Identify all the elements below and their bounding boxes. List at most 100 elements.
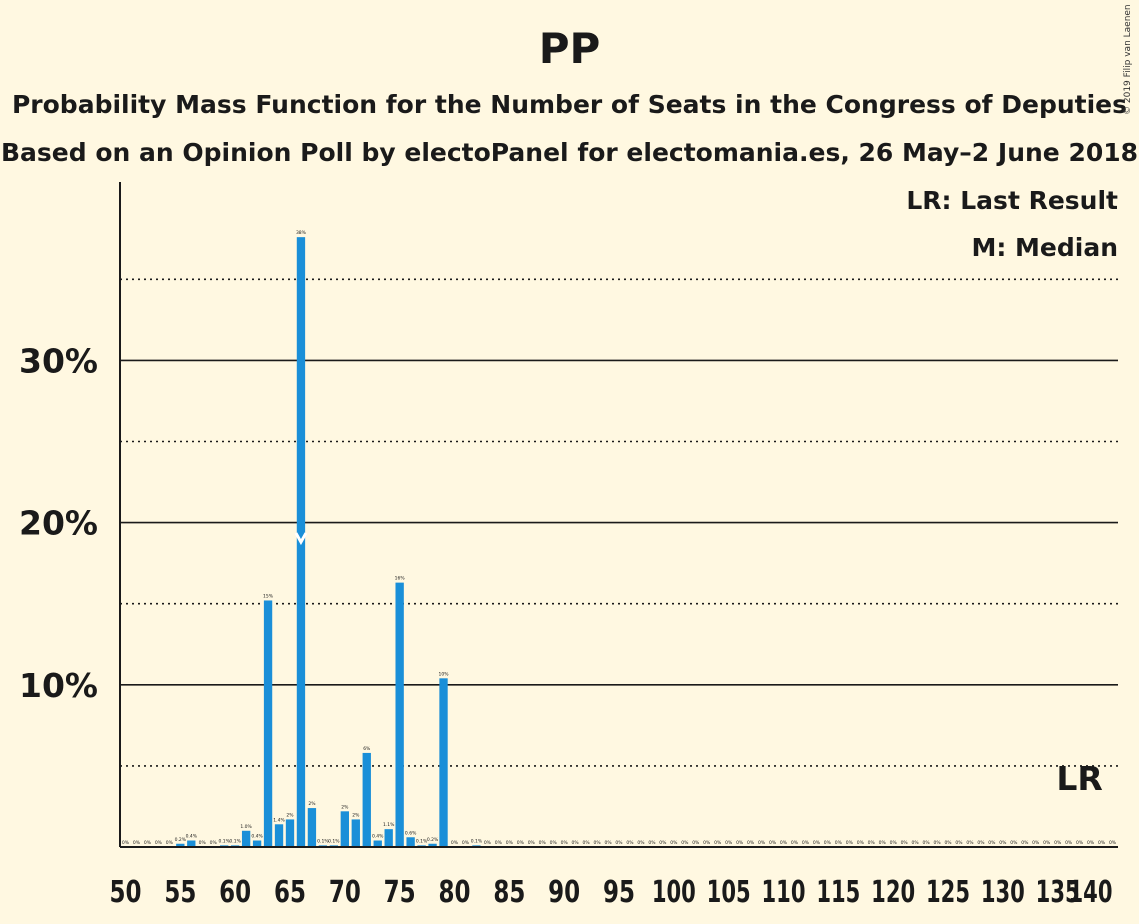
bar-value-label: 0% — [791, 840, 799, 846]
bar-value-label: 0% — [955, 840, 963, 846]
bar-value-label: 0% — [1109, 840, 1117, 846]
x-tick-label: 95 — [603, 875, 635, 910]
bar-value-label: 0.1% — [471, 838, 483, 844]
x-tick-label: 100 — [652, 875, 696, 910]
bar — [406, 837, 415, 847]
bar — [187, 840, 196, 847]
bar-value-label: 0% — [1076, 840, 1084, 846]
bar-value-label: 0.4% — [372, 834, 384, 840]
legend-median: M: Median — [971, 233, 1118, 262]
bar-value-label: 0% — [999, 840, 1007, 846]
chart-title: PP — [538, 24, 601, 73]
bar — [176, 843, 185, 847]
bar-value-label: 38% — [296, 230, 307, 236]
bar-value-label: 0% — [824, 840, 832, 846]
x-tick-label: 90 — [548, 875, 580, 910]
x-tick-label: 115 — [816, 875, 860, 910]
bar-value-label: 0% — [506, 840, 514, 846]
bar-value-label: 0% — [901, 840, 909, 846]
bar-value-label: 0% — [923, 840, 931, 846]
bar-value-label: 0% — [681, 840, 689, 846]
bar-value-label: 2% — [352, 812, 360, 818]
bar-value-label: 0% — [484, 840, 492, 846]
bar-value-label: 0% — [1021, 840, 1029, 846]
bar-value-label: 0% — [604, 840, 612, 846]
bar-value-label: 0% — [583, 840, 591, 846]
bar-value-label: 0% — [451, 840, 459, 846]
x-tick-label: 55 — [164, 875, 196, 910]
bar-value-label: 0% — [495, 840, 503, 846]
bar-value-label: 0% — [758, 840, 766, 846]
bar-value-label: 0% — [813, 840, 821, 846]
y-tick-label: 20% — [19, 504, 98, 543]
bar-value-label: 0% — [890, 840, 898, 846]
bar-value-label: 0% — [857, 840, 865, 846]
bar-value-label: 0.4% — [251, 834, 263, 840]
bar-value-label: 1.0% — [240, 824, 252, 830]
bar — [307, 808, 317, 847]
x-tick-label: 60 — [219, 875, 251, 910]
bar-value-label: 0% — [933, 840, 941, 846]
bar-value-label: 0% — [155, 840, 163, 846]
bar-value-label: 0% — [747, 840, 755, 846]
bar-value-label: 6% — [363, 746, 371, 752]
bar — [362, 752, 371, 847]
bar-value-label: 0% — [1032, 840, 1040, 846]
bar — [241, 830, 251, 847]
bar-value-label: 0% — [1098, 840, 1106, 846]
legend-last-result: LR: Last Result — [906, 186, 1118, 215]
bar-value-label: 0% — [539, 840, 547, 846]
bar-value-label: 0% — [166, 840, 174, 846]
x-tick-label: 50 — [109, 875, 141, 910]
bar-value-label: 2% — [286, 812, 294, 818]
bar — [263, 600, 273, 847]
bar — [274, 824, 284, 847]
bar-value-label: 0% — [714, 840, 722, 846]
bar-value-label: 0% — [144, 840, 152, 846]
bar — [373, 840, 382, 847]
bar-value-label: 0% — [572, 840, 580, 846]
bar-value-label: 0% — [736, 840, 744, 846]
bar-value-label: 0% — [780, 840, 788, 846]
bar-value-label: 0% — [561, 840, 569, 846]
bar-value-label: 0.6% — [405, 830, 417, 836]
x-tick-label: 85 — [493, 875, 525, 910]
bar — [384, 829, 393, 847]
median-marker — [294, 532, 308, 546]
bar-value-label: 0.4% — [186, 834, 198, 840]
bar-value-label: 0% — [462, 840, 470, 846]
x-tick-label: 130 — [981, 875, 1025, 910]
bar-value-label: 0% — [944, 840, 952, 846]
bar-value-label: 2% — [341, 804, 349, 810]
bar-value-label: 0% — [528, 840, 536, 846]
last-result-marker: LR — [1056, 759, 1102, 798]
bar-value-label: 0% — [1054, 840, 1062, 846]
bar-value-label: 10% — [439, 671, 450, 677]
bar-value-label: 0.2% — [427, 837, 439, 843]
bar-value-label: 0% — [868, 840, 876, 846]
bar-value-label: 0% — [692, 840, 700, 846]
x-tick-label: 65 — [274, 875, 306, 910]
bar-value-label: 0.1% — [229, 838, 241, 844]
bar-value-label: 1.4% — [273, 817, 285, 823]
x-tick-label: 70 — [329, 875, 361, 910]
chart-subtitle-line1: Probability Mass Function for the Number… — [11, 90, 1128, 119]
bar-value-label: 0% — [593, 840, 601, 846]
bar-value-label: 0% — [835, 840, 843, 846]
bar-value-label: 0% — [626, 840, 634, 846]
bar — [395, 582, 404, 847]
x-tick-label: 135 — [1036, 875, 1080, 910]
bar-value-label: 0% — [912, 840, 920, 846]
bar — [351, 819, 360, 847]
bar-value-label: 0% — [659, 840, 667, 846]
bar-value-label: 16% — [395, 576, 406, 582]
bar-value-label: 0.1% — [218, 838, 230, 844]
y-tick-label: 10% — [19, 666, 98, 705]
x-tick-label: 80 — [438, 875, 470, 910]
bar-value-label: 0% — [977, 840, 985, 846]
bar-value-label: 0.1% — [328, 838, 340, 844]
bar — [439, 678, 448, 847]
bar-value-label: 0% — [769, 840, 777, 846]
bar-value-label: 0% — [1010, 840, 1018, 846]
